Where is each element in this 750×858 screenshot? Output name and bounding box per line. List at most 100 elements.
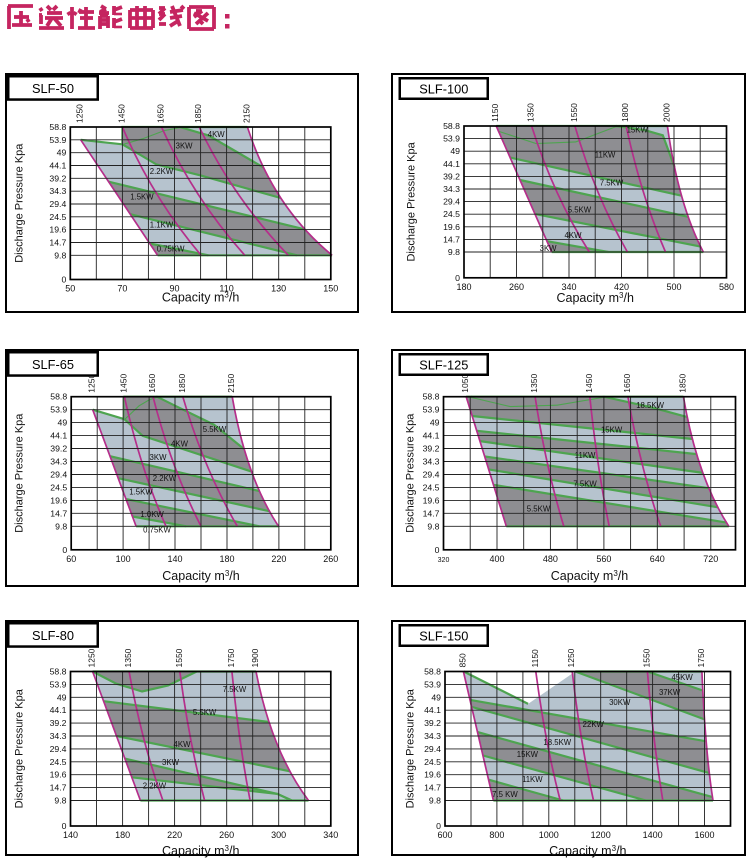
svg-text:0.75KW: 0.75KW (143, 525, 171, 534)
svg-text:Discharge Pressure Kpa: Discharge Pressure Kpa (404, 688, 416, 808)
svg-text:53.9: 53.9 (443, 134, 460, 144)
svg-text:1750: 1750 (226, 648, 236, 667)
svg-text:49: 49 (57, 692, 67, 702)
svg-text:0: 0 (436, 821, 441, 831)
svg-text:480: 480 (542, 554, 557, 564)
svg-text:44.1: 44.1 (50, 705, 67, 715)
svg-text:1.0KW: 1.0KW (140, 510, 164, 519)
svg-text:1650: 1650 (156, 104, 166, 123)
svg-text:24.5: 24.5 (443, 209, 460, 219)
svg-text:SLF-50: SLF-50 (32, 81, 74, 96)
svg-text:1150: 1150 (490, 103, 500, 122)
svg-text:100: 100 (116, 554, 131, 564)
svg-text:260: 260 (219, 830, 234, 840)
svg-text:1400: 1400 (642, 830, 662, 840)
svg-text:0: 0 (434, 545, 439, 555)
svg-text:1050: 1050 (460, 374, 470, 393)
svg-text:1.5KW: 1.5KW (130, 192, 154, 201)
svg-text:140: 140 (63, 830, 78, 840)
svg-text:1850: 1850 (177, 374, 187, 393)
svg-text:29.4: 29.4 (50, 470, 67, 480)
svg-text:39.2: 39.2 (49, 173, 66, 183)
svg-text:2000: 2000 (661, 103, 671, 122)
svg-text:3KW: 3KW (150, 453, 168, 462)
svg-text:0: 0 (62, 821, 67, 831)
svg-text:60: 60 (66, 554, 76, 564)
svg-text:34.3: 34.3 (49, 186, 66, 196)
svg-text:11KW: 11KW (521, 775, 542, 784)
svg-text:1350: 1350 (529, 374, 539, 393)
svg-text:Capacity m3/h: Capacity m3/h (549, 844, 626, 858)
svg-text:58.8: 58.8 (422, 392, 439, 402)
svg-text:2.2KW: 2.2KW (143, 781, 167, 790)
svg-text:34.3: 34.3 (443, 184, 460, 194)
svg-text:0: 0 (62, 545, 67, 555)
svg-text:4KW: 4KW (208, 130, 226, 139)
svg-text:24.5: 24.5 (49, 212, 66, 222)
svg-text:5.5KW: 5.5KW (567, 205, 591, 214)
svg-text:Capacity m3/h: Capacity m3/h (162, 844, 239, 858)
svg-text:39.2: 39.2 (50, 444, 67, 454)
svg-text:3KW: 3KW (539, 244, 557, 253)
svg-text:340: 340 (323, 830, 338, 840)
svg-text:11KW: 11KW (574, 451, 595, 460)
svg-text:15KW: 15KW (600, 425, 622, 434)
svg-text:58.8: 58.8 (443, 121, 460, 131)
svg-text:49: 49 (429, 418, 439, 428)
svg-text:22KW: 22KW (582, 720, 604, 729)
svg-text:260: 260 (508, 282, 523, 292)
svg-text:19.6: 19.6 (50, 495, 67, 505)
svg-text:44.1: 44.1 (49, 161, 66, 171)
svg-text:1200: 1200 (590, 830, 610, 840)
svg-text:1000: 1000 (538, 830, 558, 840)
svg-text:34.3: 34.3 (422, 457, 439, 467)
svg-text:1350: 1350 (525, 103, 535, 122)
svg-text:50: 50 (65, 284, 75, 294)
svg-text:720: 720 (703, 554, 718, 564)
svg-text:7.5 KW: 7.5 KW (492, 790, 518, 799)
svg-text:1450: 1450 (118, 374, 128, 393)
svg-text:0: 0 (455, 273, 460, 283)
svg-text:Capacity m3/h: Capacity m3/h (162, 291, 239, 305)
svg-text:45KW: 45KW (671, 673, 693, 682)
svg-text:44.1: 44.1 (443, 159, 460, 169)
svg-text:1250: 1250 (75, 104, 85, 123)
svg-text:580: 580 (718, 282, 733, 292)
svg-text:19.6: 19.6 (49, 225, 66, 235)
svg-text:1450: 1450 (116, 104, 126, 123)
svg-text:3KW: 3KW (176, 141, 194, 150)
svg-text:850: 850 (457, 653, 467, 667)
svg-text:49: 49 (57, 148, 67, 158)
svg-text:1550: 1550 (174, 648, 184, 667)
svg-text:400: 400 (489, 554, 504, 564)
svg-text:180: 180 (456, 282, 471, 292)
svg-text:180: 180 (219, 554, 234, 564)
svg-text:Discharge Pressure Kpa: Discharge Pressure Kpa (404, 413, 416, 533)
svg-text:Capacity m3/h: Capacity m3/h (162, 569, 239, 583)
svg-text:1650: 1650 (621, 374, 631, 393)
svg-text:30KW: 30KW (609, 698, 631, 707)
svg-text:420: 420 (613, 282, 628, 292)
svg-text:Discharge Pressure Kpa: Discharge Pressure Kpa (405, 141, 417, 261)
svg-text:53.9: 53.9 (50, 679, 67, 689)
svg-text:9.8: 9.8 (54, 796, 66, 806)
svg-text:4KW: 4KW (174, 740, 192, 749)
svg-text:14.7: 14.7 (424, 783, 441, 793)
svg-text:3KW: 3KW (162, 758, 180, 767)
svg-text:2150: 2150 (226, 374, 236, 393)
svg-text:560: 560 (596, 554, 611, 564)
svg-text:58.8: 58.8 (50, 667, 67, 677)
svg-text:14.7: 14.7 (422, 508, 439, 518)
svg-text:1800: 1800 (620, 103, 630, 122)
svg-text:1550: 1550 (568, 103, 578, 122)
svg-text:19.6: 19.6 (422, 495, 439, 505)
svg-text:39.2: 39.2 (443, 171, 460, 181)
svg-text:1.1KW: 1.1KW (150, 221, 174, 230)
svg-text:29.4: 29.4 (49, 199, 66, 209)
svg-text:Capacity m3/h: Capacity m3/h (550, 569, 627, 583)
svg-text:39.2: 39.2 (422, 444, 439, 454)
svg-text:140: 140 (167, 554, 182, 564)
svg-text:2.2KW: 2.2KW (153, 474, 177, 483)
svg-text:110: 110 (219, 284, 233, 294)
svg-text:9.8: 9.8 (54, 250, 66, 260)
